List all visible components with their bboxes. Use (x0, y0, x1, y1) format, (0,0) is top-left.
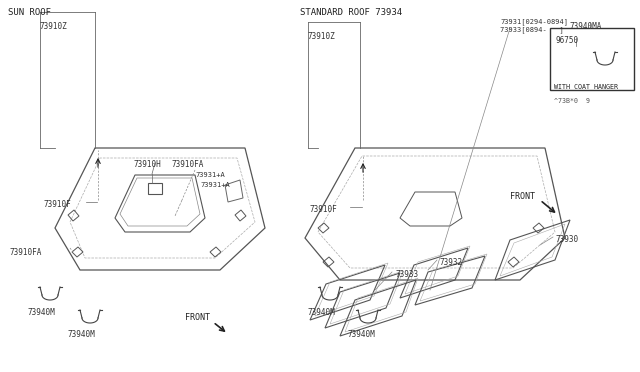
Text: 73910F: 73910F (44, 200, 72, 209)
Text: 73940M: 73940M (347, 330, 375, 339)
Text: 73930: 73930 (555, 235, 578, 244)
Text: 73910Z: 73910Z (40, 22, 68, 31)
Text: 73910H: 73910H (133, 160, 161, 169)
Text: 73940M: 73940M (68, 330, 96, 339)
Text: 73940M: 73940M (308, 308, 336, 317)
Text: FRONT: FRONT (185, 313, 210, 322)
Text: STANDARD ROOF 73934: STANDARD ROOF 73934 (300, 8, 402, 17)
Text: ^73B*0  9: ^73B*0 9 (554, 98, 590, 104)
Text: 73932: 73932 (440, 258, 463, 267)
Text: 73933: 73933 (395, 270, 418, 279)
Text: 73940M: 73940M (28, 308, 56, 317)
Text: FRONT: FRONT (510, 192, 535, 201)
Text: 73940MA: 73940MA (570, 22, 602, 31)
Text: 73910Z: 73910Z (308, 32, 336, 41)
Bar (550, 28, 634, 90)
Text: 73933[0894-   ]: 73933[0894- ] (500, 26, 564, 33)
Text: 73910FA: 73910FA (10, 248, 42, 257)
Text: WITH COAT HANGER: WITH COAT HANGER (554, 84, 618, 90)
Text: 73931+A: 73931+A (200, 182, 230, 188)
Text: SUN ROOF: SUN ROOF (8, 8, 51, 17)
Text: 73931+A: 73931+A (195, 172, 225, 178)
Text: 73910FA: 73910FA (172, 160, 204, 169)
Text: 73910F: 73910F (310, 205, 338, 214)
Text: 96750: 96750 (555, 36, 578, 45)
Text: 73931[0294-0894]: 73931[0294-0894] (500, 18, 568, 25)
